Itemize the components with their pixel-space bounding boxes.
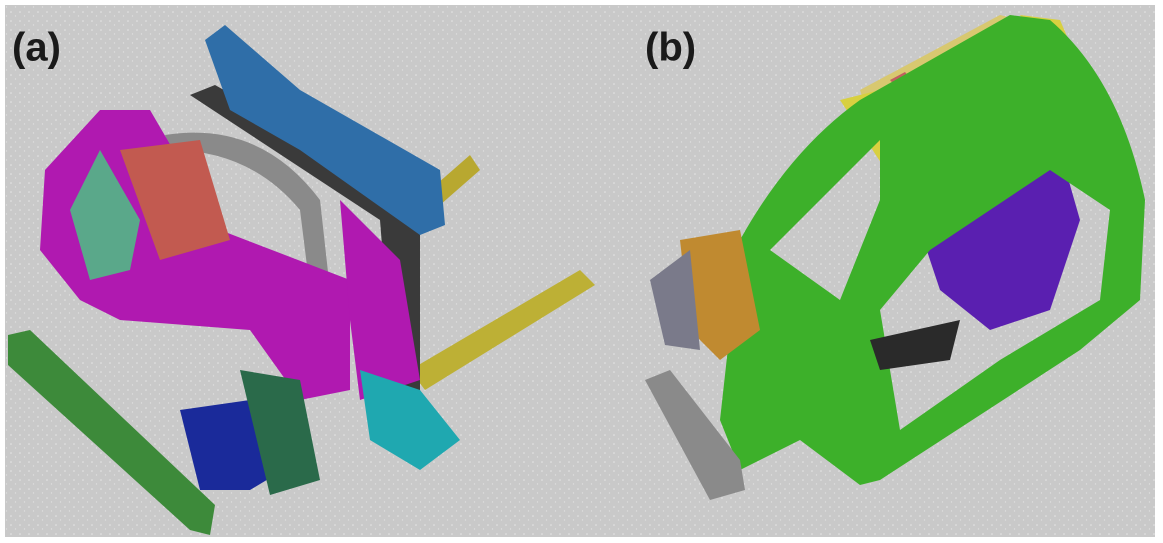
bracket bbox=[360, 370, 460, 470]
crossmember bbox=[870, 320, 960, 370]
bumper bbox=[645, 370, 745, 500]
front-structure-model bbox=[8, 25, 595, 535]
rod bbox=[410, 270, 595, 390]
body-side bbox=[720, 15, 1145, 485]
arch bbox=[165, 132, 330, 290]
upper-rail bbox=[205, 25, 445, 235]
panel bbox=[240, 370, 320, 495]
panel-label: (b) bbox=[645, 26, 696, 70]
body-in-white-model bbox=[645, 15, 1145, 500]
tower bbox=[120, 140, 230, 260]
floor bbox=[920, 150, 1080, 330]
apron bbox=[650, 250, 700, 350]
rod bbox=[430, 155, 480, 205]
wheelhouse bbox=[70, 150, 140, 280]
bumper bbox=[8, 330, 215, 535]
shock-tower bbox=[680, 230, 760, 360]
panel-label: (a) bbox=[12, 26, 61, 70]
side-frame bbox=[340, 200, 420, 400]
